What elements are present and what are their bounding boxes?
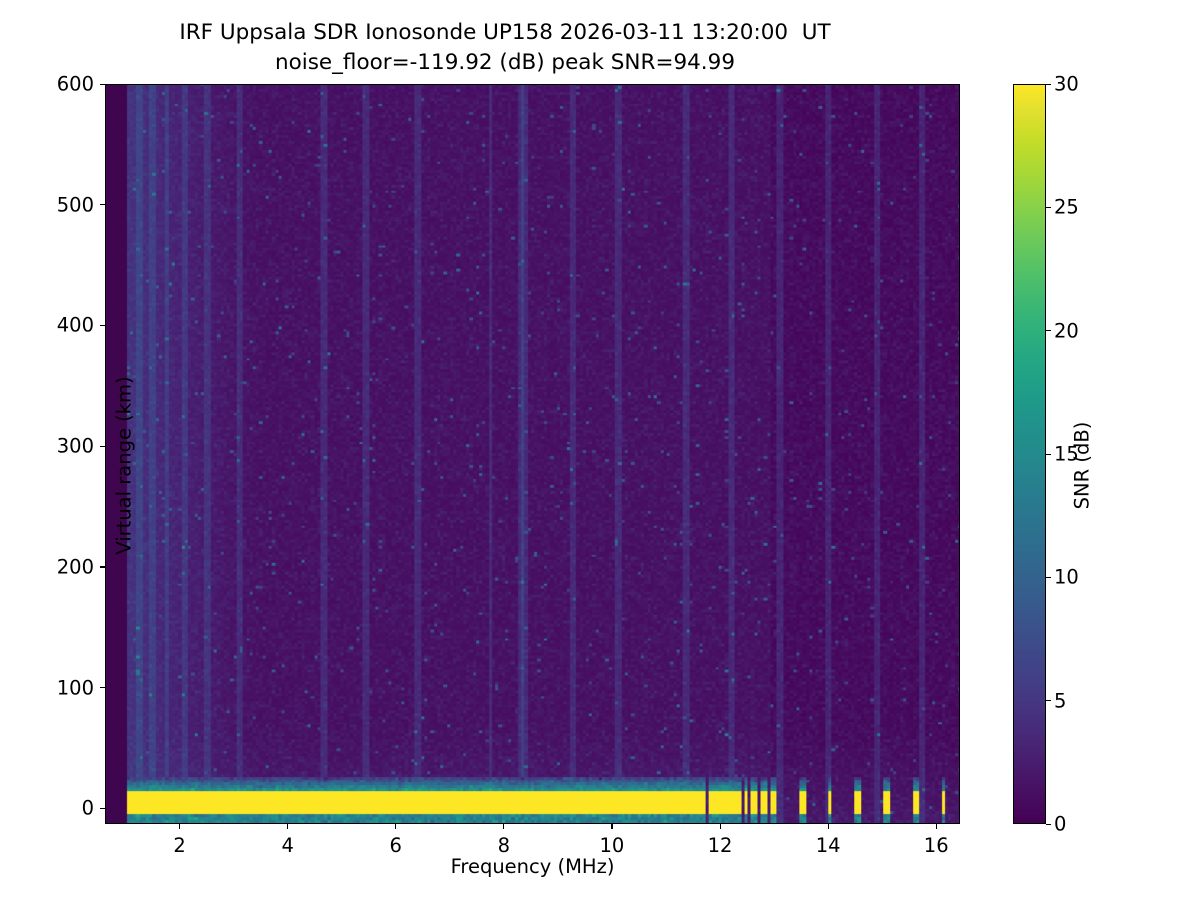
colorbar-tick-label: 0	[1054, 812, 1067, 836]
colorbar-tick-mark	[1046, 823, 1051, 825]
x-tick-label: 16	[923, 834, 949, 857]
y-tick-label: 300	[56, 434, 94, 458]
colorbar-tick-label: 30	[1054, 72, 1079, 96]
x-tick-mark	[503, 824, 505, 829]
colorbar-tick-mark	[1046, 206, 1051, 208]
x-tick-label: 2	[173, 834, 186, 857]
x-tick-mark	[827, 824, 829, 829]
colorbar-tick-label: 15	[1054, 442, 1079, 466]
colorbar-tick-label: 20	[1054, 319, 1079, 343]
y-tick-label: 400	[56, 313, 94, 337]
y-tick-label: 500	[56, 193, 94, 217]
y-tick-label: 200	[56, 555, 94, 579]
x-tick-label: 12	[707, 834, 733, 857]
heatmap-plot-area	[105, 84, 960, 824]
x-tick-mark	[719, 824, 721, 829]
y-tick-mark	[100, 566, 105, 568]
y-tick-mark	[100, 324, 105, 327]
ionogram-heatmap-canvas	[106, 85, 959, 823]
colorbar	[1013, 84, 1046, 824]
y-tick-mark	[100, 204, 105, 206]
colorbar-tick-mark	[1046, 576, 1051, 578]
x-tick-label: 8	[497, 834, 511, 857]
x-tick-mark	[287, 824, 289, 829]
x-tick-label: 6	[389, 834, 402, 857]
x-tick-mark	[179, 824, 181, 829]
colorbar-tick-mark	[1046, 330, 1051, 332]
x-tick-label: 4	[281, 834, 294, 857]
colorbar-tick-label: 25	[1054, 195, 1079, 219]
y-tick-label: 600	[56, 72, 94, 96]
x-tick-mark	[935, 824, 937, 829]
y-axis-label: Virtual range (km)	[112, 376, 136, 555]
x-tick-mark	[611, 824, 613, 829]
y-tick-mark	[100, 445, 105, 447]
y-tick-label: 0	[81, 796, 94, 820]
y-tick-mark	[100, 83, 105, 85]
x-tick-mark	[395, 824, 397, 829]
x-tick-label: 10	[599, 834, 625, 857]
y-tick-label: 100	[56, 676, 94, 700]
title-line-1: IRF Uppsala SDR Ionosonde UP158 2026-03-…	[179, 20, 831, 45]
colorbar-tick-mark	[1046, 700, 1051, 702]
figure-title: IRF Uppsala SDR Ionosonde UP158 2026-03-…	[0, 18, 1010, 78]
colorbar-tick-mark	[1046, 453, 1051, 455]
y-tick-mark	[100, 687, 105, 689]
x-axis-label: Frequency (MHz)	[450, 855, 615, 878]
y-tick-mark	[100, 807, 105, 809]
title-line-2: noise_floor=-119.92 (dB) peak SNR=94.99	[274, 50, 736, 75]
colorbar-tick-mark	[1046, 83, 1051, 85]
colorbar-tick-label: 10	[1054, 565, 1079, 589]
colorbar-gradient	[1014, 85, 1045, 823]
colorbar-label: SNR (dB)	[1070, 421, 1094, 510]
colorbar-tick-label: 5	[1054, 689, 1067, 713]
x-tick-label: 14	[815, 834, 841, 857]
